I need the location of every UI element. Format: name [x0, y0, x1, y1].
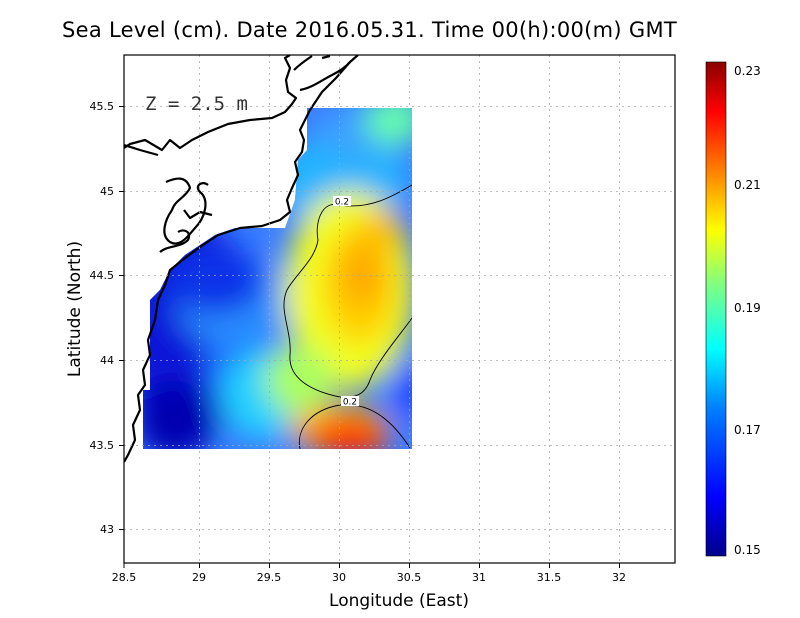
- sea-level-field: [143, 108, 412, 449]
- grid-lines: [124, 55, 675, 563]
- x-tick-label: 29: [192, 571, 206, 584]
- plot-frame: [123, 54, 676, 564]
- colorbar-label: 0.21: [734, 178, 761, 192]
- x-tick-label: 31.5: [537, 571, 562, 584]
- colorbar-labels: 0.23 0.21 0.19 0.17 0.15: [734, 64, 761, 557]
- y-tick-label: 45.5: [90, 100, 115, 113]
- contour-label-bg: [333, 196, 351, 206]
- y-tick-labels: 43 43.5 44 44.5 45 45.5: [90, 100, 115, 536]
- y-tick-label: 43: [100, 523, 114, 536]
- colorbar-label: 0.17: [734, 423, 761, 437]
- tick-marks: [119, 106, 620, 568]
- contour-label: 0.2: [335, 198, 349, 208]
- colorbar-label: 0.19: [734, 301, 761, 315]
- y-tick-label: 45: [100, 185, 114, 198]
- x-tick-label: 30: [332, 571, 346, 584]
- colorbar-label: 0.23: [734, 64, 761, 78]
- coastline: [124, 55, 359, 463]
- x-tick-label: 32: [612, 571, 626, 584]
- colorbar-label: 0.15: [734, 543, 761, 557]
- contour-label: 0.2: [343, 398, 357, 408]
- y-axis-label: Latitude (North): [65, 241, 85, 377]
- y-tick-label: 44: [100, 354, 114, 367]
- y-tick-label: 44.5: [90, 269, 115, 282]
- x-tick-label: 31: [472, 571, 486, 584]
- contour-label-group: 0.2 0.2: [333, 196, 359, 408]
- x-axis-label: Longitude (East): [329, 591, 469, 611]
- x-tick-labels: 28.5 29 29.5 30 30.5 31 31.5 32: [112, 571, 626, 584]
- x-tick-label: 28.5: [112, 571, 137, 584]
- depth-label: Z = 2.5 m: [145, 93, 248, 115]
- contour-label-bg: [341, 396, 359, 406]
- x-tick-label: 29.5: [257, 571, 282, 584]
- map-title: Sea Level (cm). Date 2016.05.31. Time 00…: [62, 18, 678, 42]
- x-tick-label: 30.5: [397, 571, 422, 584]
- colorbar: [705, 61, 727, 557]
- y-tick-label: 43.5: [90, 439, 115, 452]
